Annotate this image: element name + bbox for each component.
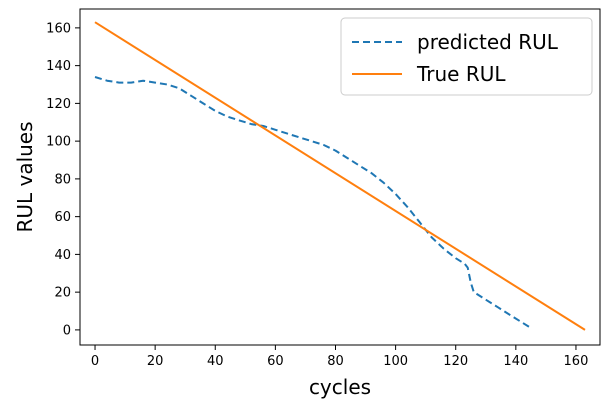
legend-label-predicted-rul: predicted RUL: [417, 30, 559, 54]
x-tick-label: 40: [207, 354, 224, 369]
x-tick-label: 20: [147, 354, 164, 369]
y-tick-label: 40: [54, 248, 71, 263]
x-axis-ticks: 0 20 40 60 80 100 120 140 160: [91, 345, 588, 369]
y-axis-label: RUL values: [13, 121, 37, 232]
y-tick-label: 80: [54, 172, 71, 187]
y-tick-label: 20: [54, 286, 71, 301]
x-tick-label: 120: [443, 354, 468, 369]
y-tick-label: 160: [46, 21, 71, 36]
x-tick-label: 60: [267, 354, 284, 369]
series-layer: [94, 21, 586, 331]
x-tick-label: 160: [564, 354, 589, 369]
x-tick-label: 100: [383, 354, 408, 369]
y-tick-label: 60: [54, 210, 71, 225]
y-axis-ticks: 0 20 40 60 80 100 120 140 160: [46, 21, 80, 338]
x-tick-label: 0: [91, 354, 99, 369]
x-tick-label: 140: [503, 354, 528, 369]
y-tick-label: 140: [46, 59, 71, 74]
y-tick-label: 100: [46, 135, 71, 150]
y-tick-label: 0: [63, 323, 71, 338]
legend: predicted RUL True RUL: [340, 17, 593, 96]
legend-box: [340, 17, 593, 96]
plot-frame: [79, 8, 601, 346]
series-line-predicted-rul: [94, 76, 532, 329]
series-line-true-rul: [94, 21, 586, 331]
legend-label-true-rul: True RUL: [416, 62, 506, 86]
x-tick-label: 80: [327, 354, 344, 369]
plot-area: [79, 8, 601, 346]
y-tick-label: 120: [46, 97, 71, 112]
x-axis-label: cycles: [309, 375, 371, 399]
